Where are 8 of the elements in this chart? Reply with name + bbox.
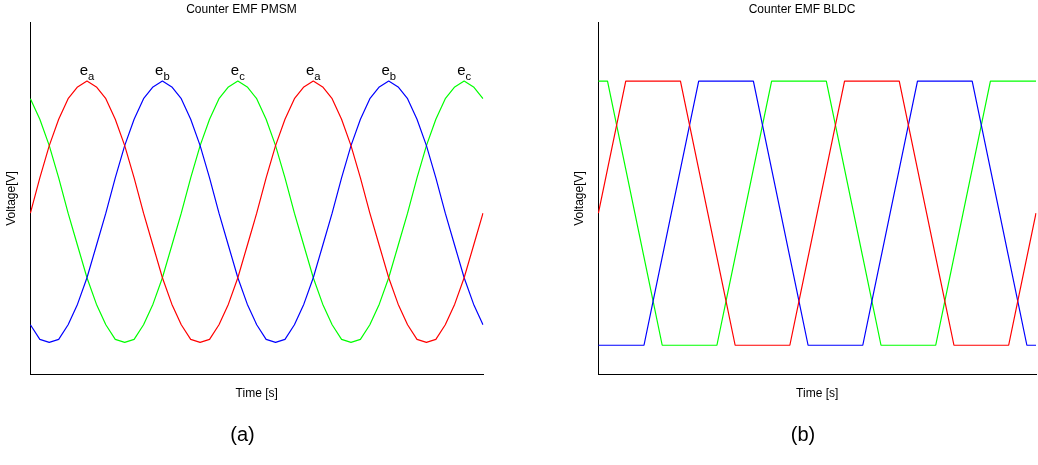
x-axis-title: Time [s]: [235, 386, 278, 401]
text: (a): [229, 423, 256, 446]
chart-title: Counter EMF PMSM: [186, 1, 297, 16]
text: (b): [789, 423, 817, 446]
x-axis-title: Time [s]: [796, 386, 839, 401]
chart-title: Counter EMF BLDC: [748, 1, 856, 16]
y-axis-title: Voltage[V]: [571, 171, 586, 226]
y-axis-title: Voltage[V]: [3, 171, 18, 226]
